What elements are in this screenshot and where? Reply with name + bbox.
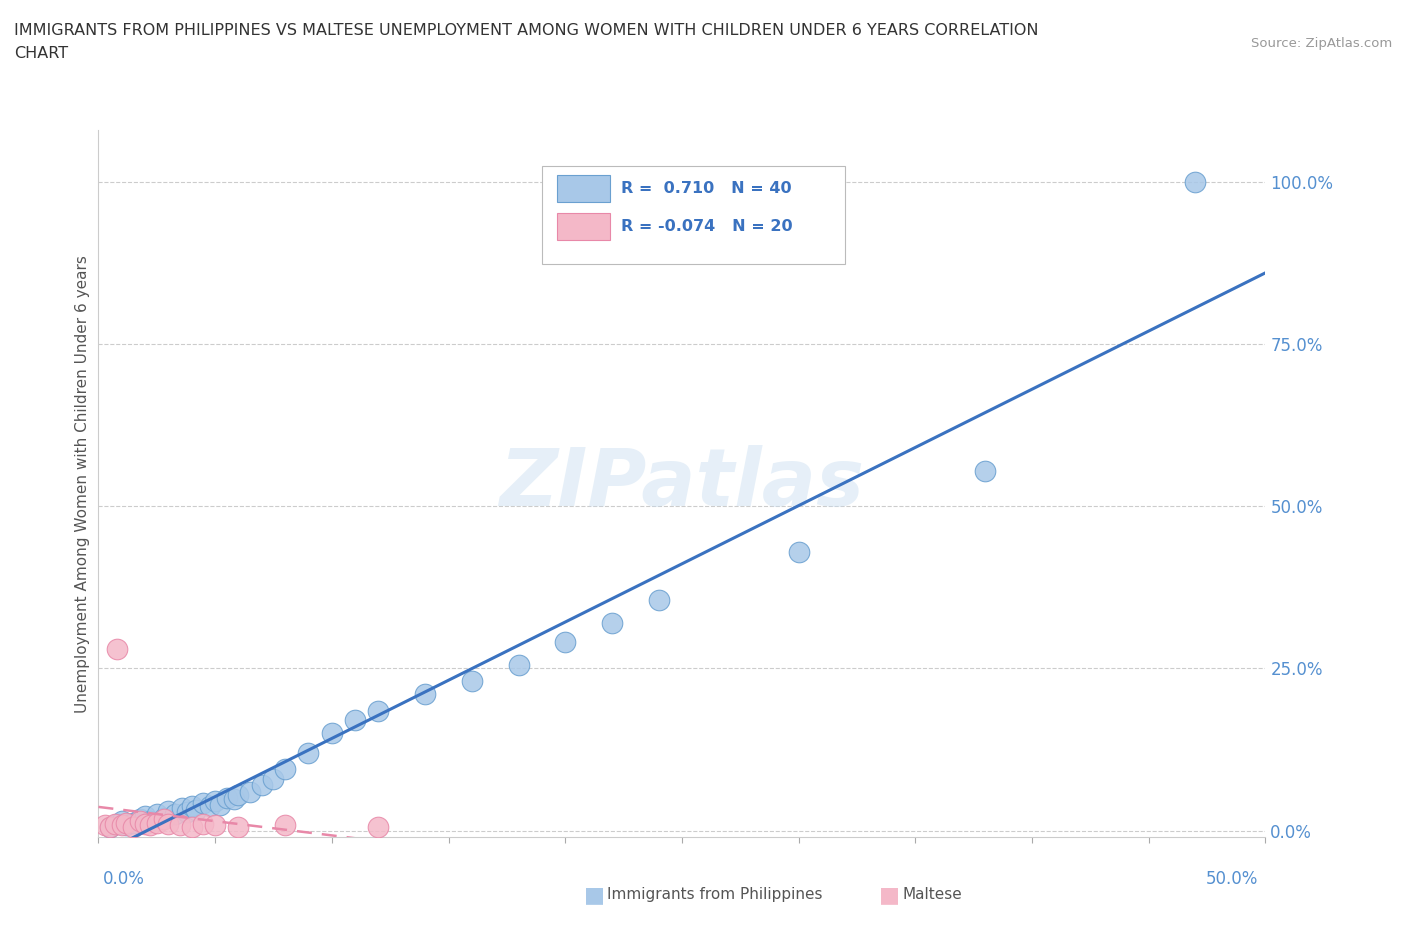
Y-axis label: Unemployment Among Women with Children Under 6 years: Unemployment Among Women with Children U… <box>75 255 90 712</box>
Text: ■: ■ <box>583 884 605 905</box>
Point <box>111 817 134 832</box>
Point <box>139 817 162 832</box>
Point <box>193 796 215 811</box>
Point <box>274 762 297 777</box>
Text: Source: ZipAtlas.com: Source: ZipAtlas.com <box>1251 37 1392 50</box>
Point <box>172 801 194 816</box>
Point <box>204 794 226 809</box>
Point <box>239 784 262 799</box>
Point <box>204 817 226 832</box>
FancyBboxPatch shape <box>557 176 610 203</box>
Point <box>180 799 202 814</box>
Point <box>974 463 997 478</box>
Point <box>367 703 389 718</box>
Point <box>600 616 623 631</box>
Point <box>297 745 319 760</box>
Point <box>157 804 180 818</box>
Point <box>134 809 156 824</box>
Text: CHART: CHART <box>14 46 67 61</box>
Point <box>180 820 202 835</box>
Point <box>186 803 208 817</box>
Point <box>105 817 128 831</box>
Point <box>508 658 530 672</box>
Point <box>165 807 187 822</box>
Point <box>193 817 215 831</box>
FancyBboxPatch shape <box>557 213 610 240</box>
Point <box>647 593 669 608</box>
Point <box>157 817 180 831</box>
Point <box>321 725 343 740</box>
Point <box>222 792 245 807</box>
Point <box>413 687 436 702</box>
Point <box>367 820 389 835</box>
Text: ZIPatlas: ZIPatlas <box>499 445 865 523</box>
Point <box>129 811 152 826</box>
Point <box>134 817 156 831</box>
Point <box>98 820 121 835</box>
Point <box>122 820 145 835</box>
Point <box>344 712 367 727</box>
Point <box>122 816 145 830</box>
Point <box>129 814 152 829</box>
Point <box>169 817 191 832</box>
Point <box>461 674 484 689</box>
Point <box>208 797 231 812</box>
Point <box>98 820 121 835</box>
Point <box>146 816 169 830</box>
Text: 0.0%: 0.0% <box>103 870 145 887</box>
Point <box>200 799 222 814</box>
Text: R =  0.710   N = 40: R = 0.710 N = 40 <box>621 181 792 196</box>
FancyBboxPatch shape <box>541 166 845 264</box>
Point <box>152 810 174 825</box>
Point <box>115 816 138 830</box>
Text: IMMIGRANTS FROM PHILIPPINES VS MALTESE UNEMPLOYMENT AMONG WOMEN WITH CHILDREN UN: IMMIGRANTS FROM PHILIPPINES VS MALTESE U… <box>14 23 1039 38</box>
Point <box>176 805 198 820</box>
Point <box>152 811 174 826</box>
Point <box>1184 175 1206 190</box>
Text: R = -0.074   N = 20: R = -0.074 N = 20 <box>621 219 793 233</box>
Point <box>262 771 284 786</box>
Text: ■: ■ <box>879 884 900 905</box>
Point <box>228 788 250 803</box>
Point <box>94 817 117 832</box>
Point <box>554 635 576 650</box>
Point <box>104 817 127 831</box>
Point <box>228 820 250 835</box>
Text: Maltese: Maltese <box>903 887 962 902</box>
Point <box>111 814 134 829</box>
Point <box>146 807 169 822</box>
Point <box>250 777 273 792</box>
Point <box>215 790 238 805</box>
Text: Immigrants from Philippines: Immigrants from Philippines <box>607 887 823 902</box>
Point <box>139 814 162 829</box>
Point <box>274 817 297 832</box>
Point <box>105 642 128 657</box>
Text: 50.0%: 50.0% <box>1206 870 1258 887</box>
Point <box>115 817 138 832</box>
Point <box>787 544 810 559</box>
